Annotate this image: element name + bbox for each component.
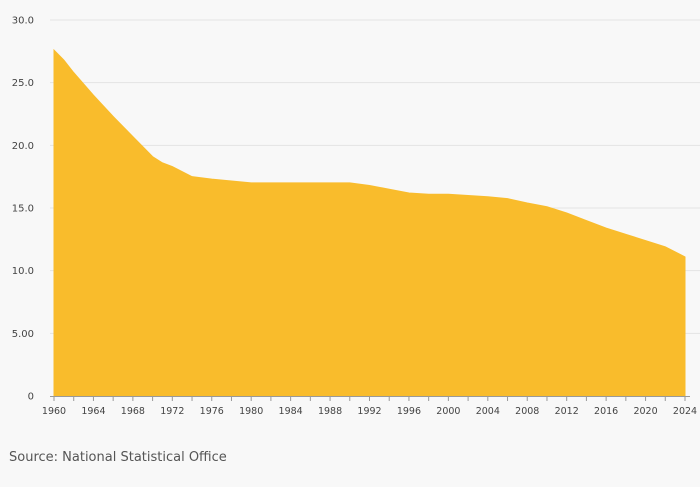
x-tick-label: 1988 (318, 406, 342, 417)
x-tick-label: 1992 (357, 406, 381, 417)
x-tick-label: 1960 (42, 406, 66, 417)
y-tick-label: 20.0 (12, 141, 34, 152)
x-axis (50, 396, 690, 401)
x-tick-label: 1996 (397, 406, 421, 417)
x-tick-label: 1980 (239, 406, 263, 417)
y-tick-label: 15.0 (12, 204, 34, 215)
y-tick-label: 0 (28, 392, 34, 403)
x-tick-label: 1968 (121, 406, 145, 417)
x-tick-label: 2004 (476, 406, 500, 417)
x-tick-label: 2012 (555, 406, 579, 417)
x-tick-label: 1984 (279, 406, 303, 417)
x-tick-label: 2016 (594, 406, 618, 417)
x-tick-label: 2024 (673, 406, 697, 417)
y-tick-label: 30.0 (12, 16, 34, 27)
area-series (53, 48, 686, 397)
area-series-fill (53, 48, 686, 397)
source-note: Source: National Statistical Office (9, 450, 227, 465)
y-tick-label: 5.00 (12, 329, 34, 340)
y-axis-labels: 0 5.00 10.0 15.0 20.0 25.0 30.0 (12, 16, 34, 403)
x-tick-label: 2000 (436, 406, 460, 417)
y-tick-label: 10.0 (12, 266, 34, 277)
x-tick-label: 1972 (160, 406, 184, 417)
x-tick-label: 2008 (515, 406, 539, 417)
y-tick-label: 25.0 (12, 78, 34, 89)
x-tick-label: 1964 (81, 406, 105, 417)
x-tick-label: 1976 (200, 406, 224, 417)
x-axis-labels: 1960 1964 1968 1972 1976 1980 1984 1988 1992 1996… (42, 406, 697, 417)
x-tick-label: 2020 (633, 406, 657, 417)
